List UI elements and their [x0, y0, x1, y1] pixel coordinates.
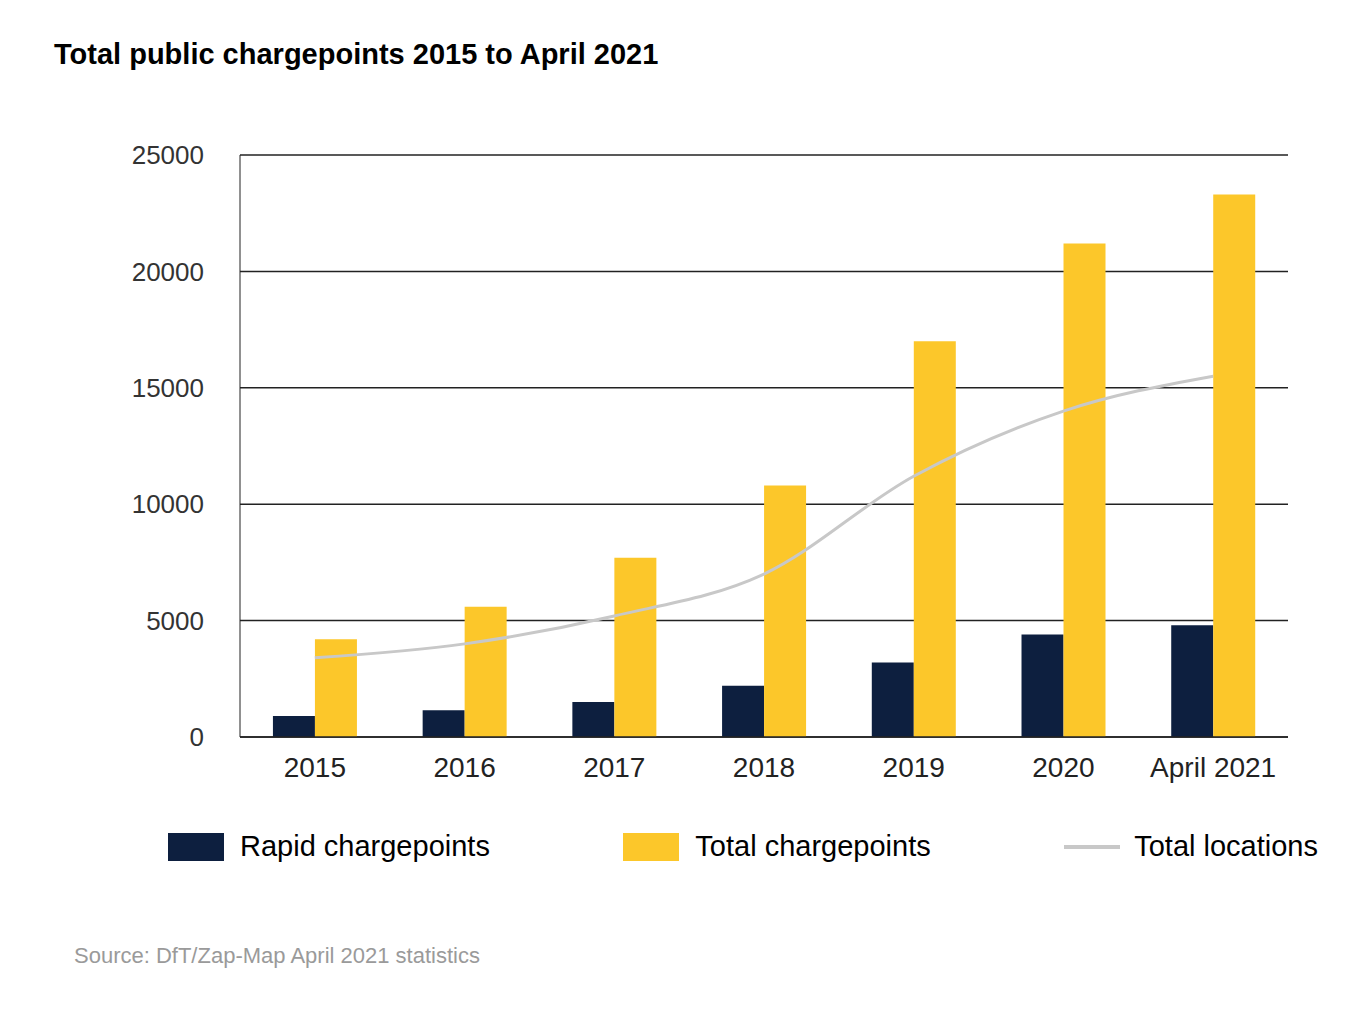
svg-text:2017: 2017 — [583, 752, 645, 783]
html-text:Total public chargepoints 2015: Total public chargepoints 2015 to April … — [54, 38, 659, 70]
svg-text:2016: 2016 — [433, 752, 495, 783]
svg-text:April 2021: April 2021 — [1150, 752, 1276, 783]
svg-text:2015: 2015 — [284, 752, 346, 783]
svg-text:20000: 20000 — [132, 257, 204, 287]
html-text:Rapid chargepoints: Rapid chargepoints — [240, 830, 490, 862]
svg-text:0: 0 — [190, 722, 204, 752]
html-text:Source: DfT/Zap-Map April 2021: Source: DfT/Zap-Map April 2021 statistic… — [74, 943, 480, 968]
svg-text:15000: 15000 — [132, 373, 204, 403]
svg-text:2018: 2018 — [733, 752, 795, 783]
svg-text:2020: 2020 — [1032, 752, 1094, 783]
svg-text:2019: 2019 — [883, 752, 945, 783]
html-text:Total chargepoints: Total chargepoints — [695, 830, 931, 862]
svg-text:10000: 10000 — [132, 489, 204, 519]
svg-text:5000: 5000 — [146, 606, 204, 636]
svg-text:25000: 25000 — [132, 140, 204, 170]
html-text:Total locations: Total locations — [1134, 830, 1318, 862]
